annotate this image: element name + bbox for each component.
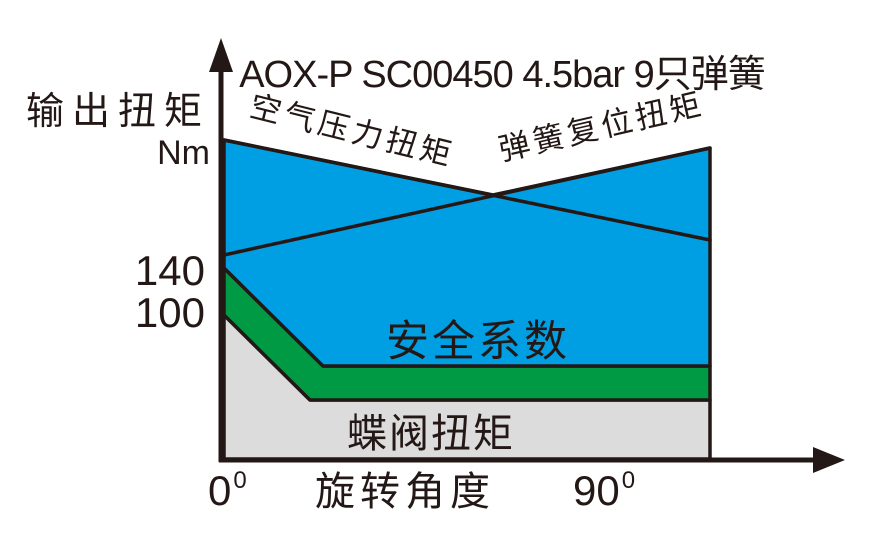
x-tick-0-sup: 0 [233, 467, 246, 494]
x-tick-0: 00 [208, 467, 247, 514]
safety-factor-label: 安全系数 [386, 318, 570, 366]
x-tick-90: 900 [573, 467, 635, 514]
air-pressure-torque-line [222, 138, 712, 242]
y-axis-arrow-icon [209, 38, 233, 72]
x-axis-label: 旋转角度 [315, 470, 495, 514]
x-axis-arrow-icon [813, 447, 845, 473]
valve-torque-label: 蝶阀扭矩 [347, 412, 515, 456]
y-tick-100: 100 [135, 289, 205, 336]
x-tick-0-base: 0 [208, 467, 231, 514]
x-tick-90-base: 90 [573, 467, 620, 514]
spring-return-torque-line [222, 146, 712, 257]
x-tick-90-sup: 0 [622, 467, 635, 494]
y-axis-label: 输出扭矩 [26, 91, 210, 133]
y-tick-140: 140 [135, 247, 205, 294]
chart-title: AOX-P SC00450 4.5bar 9只弹簧 [239, 54, 765, 96]
y-axis-unit: Nm [157, 134, 210, 172]
